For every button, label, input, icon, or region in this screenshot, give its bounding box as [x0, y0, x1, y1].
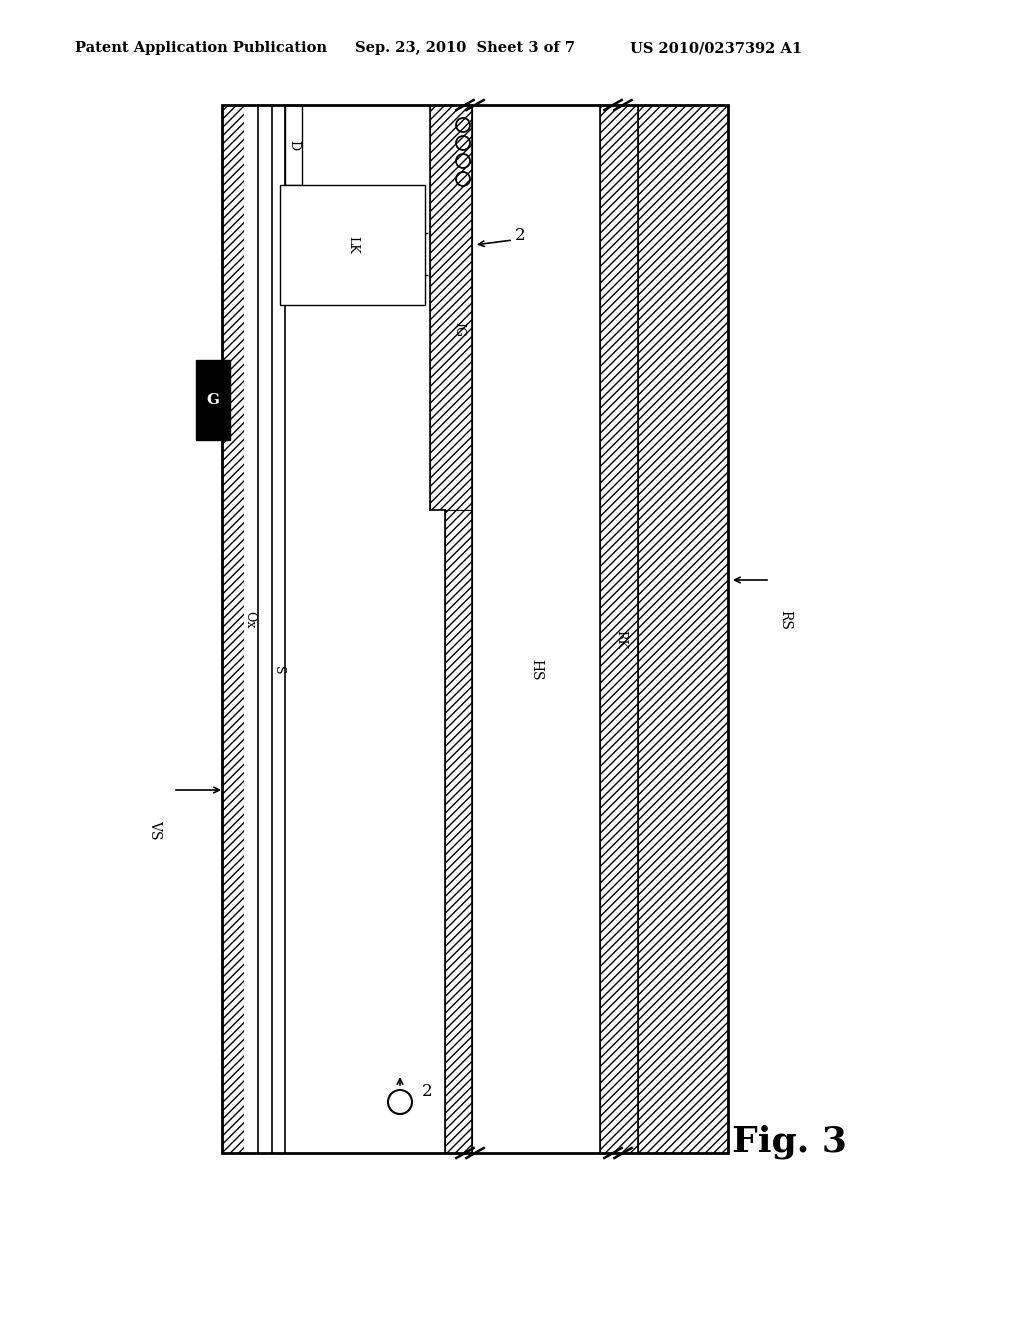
Bar	[222, 106, 244, 1152]
Text: HS: HS	[529, 659, 543, 681]
Bar	[222, 106, 728, 1152]
Bar	[285, 106, 430, 1152]
Bar	[222, 106, 728, 1152]
Text: IG: IG	[452, 322, 465, 338]
Text: LK: LK	[346, 236, 359, 253]
Bar	[244, 106, 258, 1152]
Bar	[280, 185, 425, 305]
Text: US 2010/0237392 A1: US 2010/0237392 A1	[630, 41, 802, 55]
Bar	[430, 510, 445, 1152]
Text: RK: RK	[614, 631, 628, 649]
Text: D: D	[287, 140, 300, 150]
Bar	[430, 106, 472, 510]
Bar	[638, 106, 728, 1152]
Text: 2: 2	[515, 227, 525, 243]
Text: VS: VS	[148, 820, 162, 840]
Text: Sep. 23, 2010  Sheet 3 of 7: Sep. 23, 2010 Sheet 3 of 7	[355, 41, 575, 55]
Text: Patent Application Publication: Patent Application Publication	[75, 41, 327, 55]
Text: Fig. 3: Fig. 3	[732, 1125, 848, 1159]
Text: 2: 2	[422, 1084, 432, 1101]
Text: Ox: Ox	[244, 611, 256, 628]
Text: S: S	[272, 665, 285, 675]
Bar	[285, 106, 302, 185]
Text: G: G	[207, 393, 219, 407]
Bar	[472, 106, 600, 1152]
Bar	[196, 360, 230, 440]
Bar	[258, 106, 272, 1152]
Bar	[445, 510, 472, 1152]
Text: RS: RS	[778, 610, 792, 630]
Bar	[272, 106, 285, 1152]
Bar	[600, 106, 638, 1152]
